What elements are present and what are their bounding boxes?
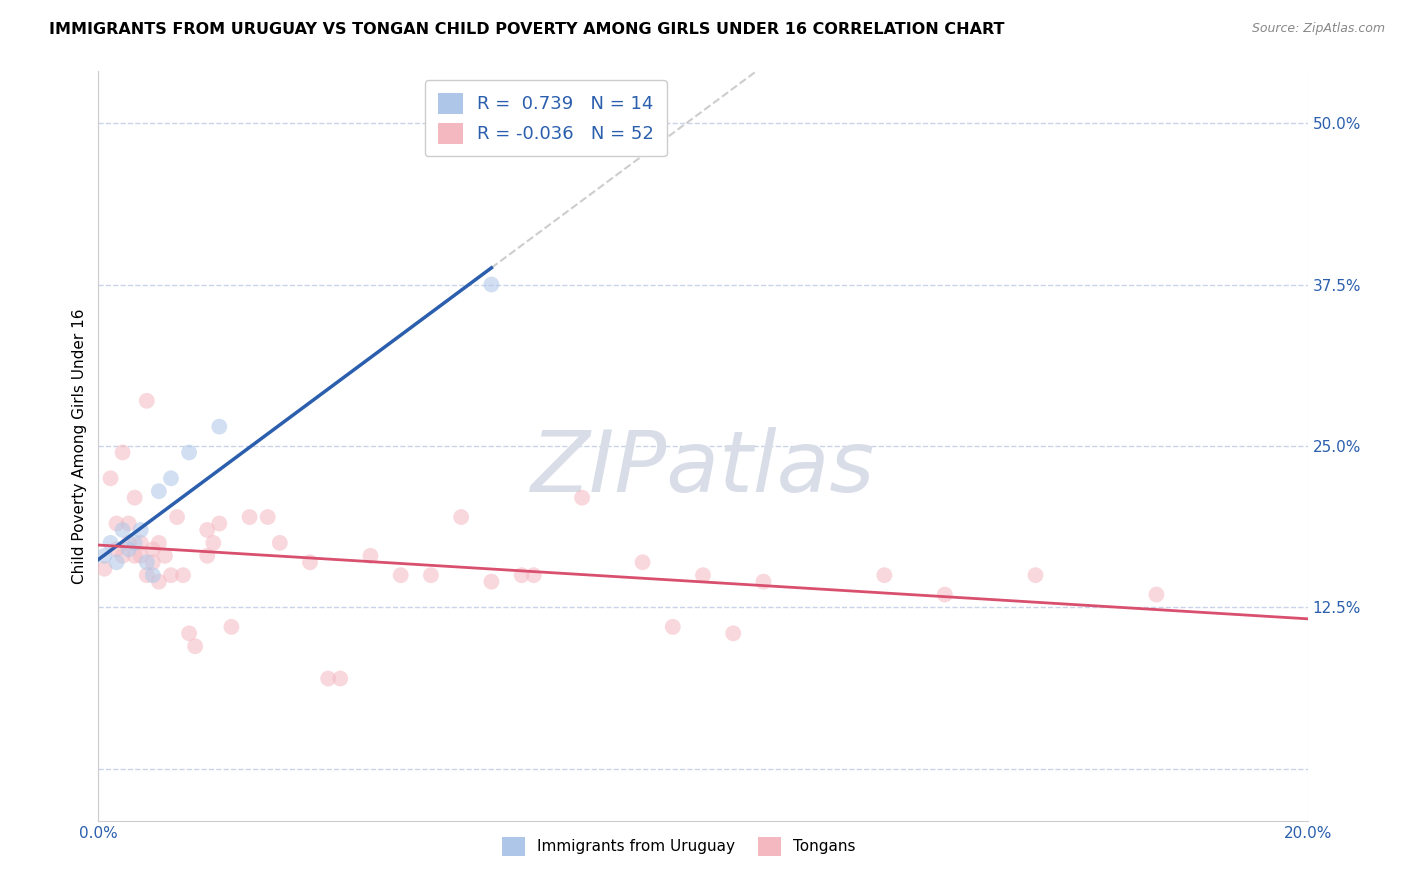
- Point: [142, 542, 165, 557]
- Point: [208, 419, 231, 434]
- Point: [93, 562, 115, 576]
- Point: [142, 555, 165, 569]
- Point: [129, 536, 152, 550]
- Point: [100, 471, 122, 485]
- Point: [153, 549, 176, 563]
- Point: [208, 516, 231, 531]
- Point: [661, 620, 683, 634]
- Point: [100, 536, 122, 550]
- Point: [299, 555, 322, 569]
- Point: [523, 568, 546, 582]
- Point: [118, 536, 141, 550]
- Point: [111, 523, 134, 537]
- Point: [195, 523, 218, 537]
- Point: [135, 555, 157, 569]
- Point: [184, 639, 207, 653]
- Point: [124, 491, 146, 505]
- Point: [239, 510, 262, 524]
- Point: [202, 536, 225, 550]
- Point: [148, 574, 170, 589]
- Point: [166, 510, 188, 524]
- Point: [934, 588, 956, 602]
- Point: [105, 542, 128, 557]
- Point: [160, 568, 183, 582]
- Point: [1144, 588, 1167, 602]
- Point: [160, 471, 183, 485]
- Point: [93, 549, 115, 563]
- Point: [316, 672, 339, 686]
- Point: [142, 568, 165, 582]
- Point: [692, 568, 714, 582]
- Point: [124, 536, 146, 550]
- Point: [510, 568, 533, 582]
- Point: [172, 568, 194, 582]
- Point: [723, 626, 745, 640]
- Point: [124, 549, 146, 563]
- Point: [179, 626, 201, 640]
- Point: [221, 620, 243, 634]
- Point: [481, 277, 503, 292]
- Point: [118, 516, 141, 531]
- Point: [129, 549, 152, 563]
- Point: [631, 555, 654, 569]
- Point: [420, 568, 443, 582]
- Point: [135, 393, 157, 408]
- Point: [269, 536, 291, 550]
- Point: [129, 523, 152, 537]
- Point: [135, 568, 157, 582]
- Y-axis label: Child Poverty Among Girls Under 16: Child Poverty Among Girls Under 16: [72, 309, 87, 583]
- Point: [111, 549, 134, 563]
- Point: [752, 574, 775, 589]
- Text: Source: ZipAtlas.com: Source: ZipAtlas.com: [1251, 22, 1385, 36]
- Point: [389, 568, 412, 582]
- Legend: Immigrants from Uruguay, Tongans: Immigrants from Uruguay, Tongans: [496, 830, 862, 862]
- Point: [1024, 568, 1046, 582]
- Point: [571, 491, 593, 505]
- Point: [450, 510, 472, 524]
- Point: [111, 445, 134, 459]
- Point: [179, 445, 201, 459]
- Point: [118, 542, 141, 557]
- Point: [256, 510, 278, 524]
- Point: [329, 672, 352, 686]
- Text: ZIPatlas: ZIPatlas: [531, 427, 875, 510]
- Point: [105, 516, 128, 531]
- Text: IMMIGRANTS FROM URUGUAY VS TONGAN CHILD POVERTY AMONG GIRLS UNDER 16 CORRELATION: IMMIGRANTS FROM URUGUAY VS TONGAN CHILD …: [49, 22, 1005, 37]
- Point: [148, 484, 170, 499]
- Point: [148, 536, 170, 550]
- Point: [873, 568, 896, 582]
- Point: [105, 555, 128, 569]
- Point: [481, 574, 503, 589]
- Point: [360, 549, 382, 563]
- Point: [195, 549, 218, 563]
